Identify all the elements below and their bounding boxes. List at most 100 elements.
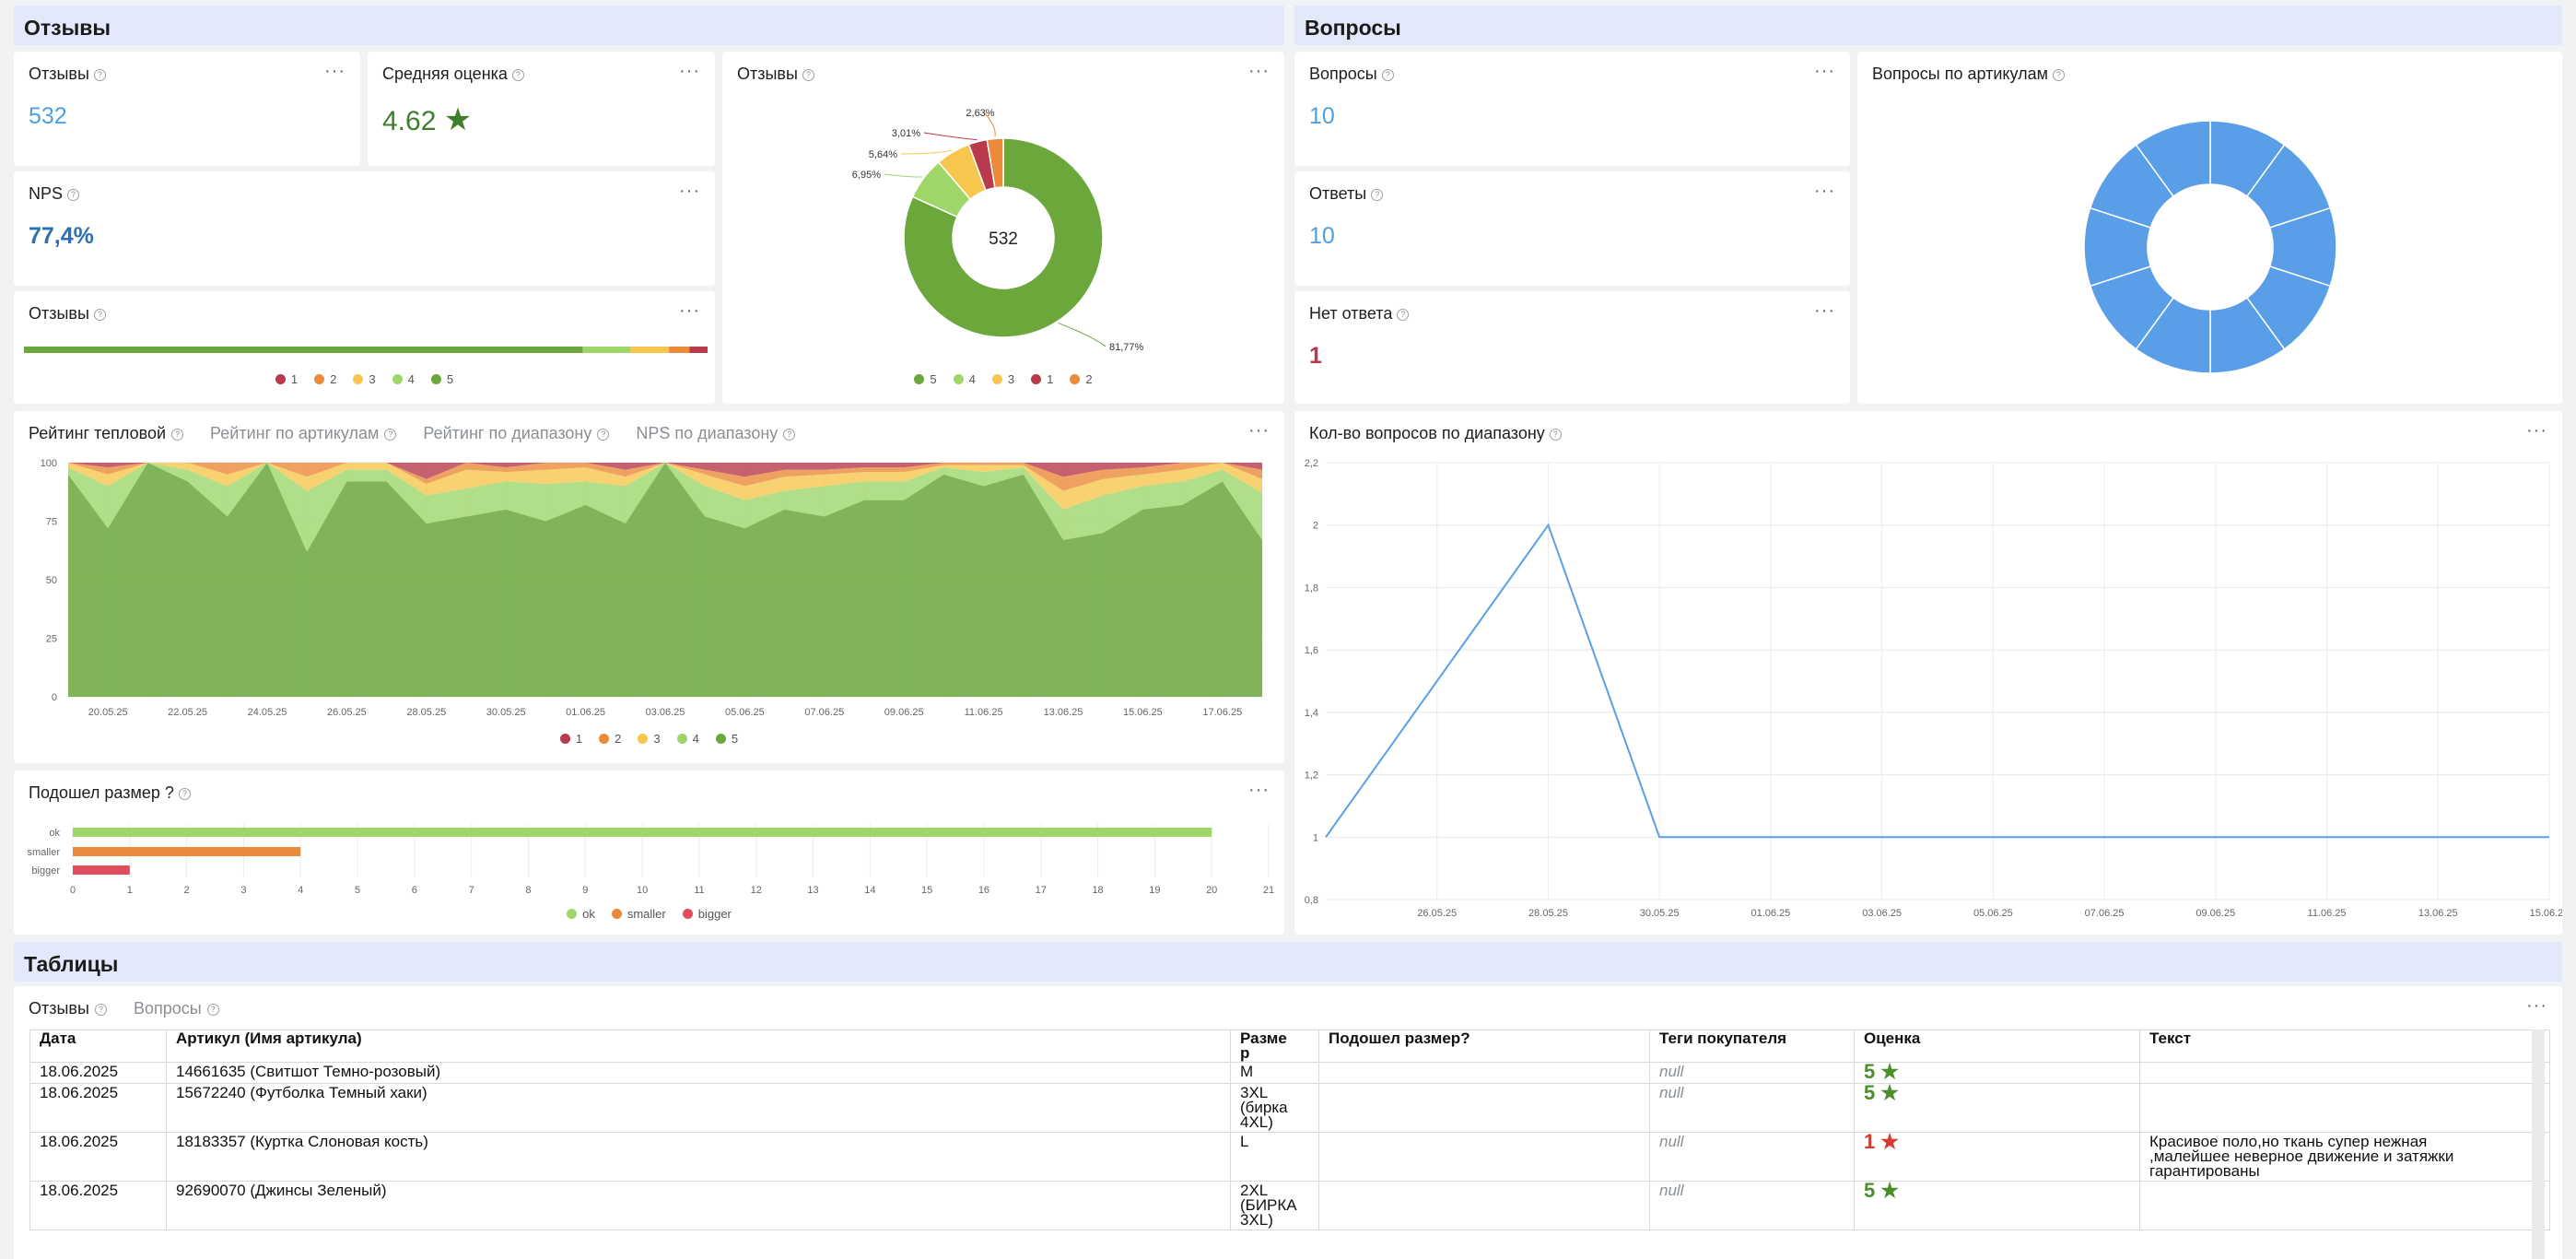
column-header[interactable]: Оценка bbox=[1854, 1030, 2140, 1063]
help-icon[interactable]: ? bbox=[783, 429, 796, 441]
bar-bigger[interactable] bbox=[73, 865, 130, 875]
legend-item[interactable]: ok bbox=[567, 907, 595, 921]
legend-item[interactable]: 5 bbox=[914, 372, 937, 386]
bar-segment-1[interactable] bbox=[689, 347, 708, 353]
area-series-1[interactable] bbox=[68, 463, 1262, 479]
column-header[interactable]: Артикул (Имя артикула) bbox=[166, 1030, 1231, 1063]
table-scroll[interactable]: Дата Артикул (Имя артикула) Разме р Подошел … bbox=[29, 1030, 2554, 1259]
card-menu-button[interactable]: ··· bbox=[2526, 420, 2547, 441]
legend-item[interactable]: 1 bbox=[275, 372, 298, 386]
legend-item[interactable]: 5 bbox=[430, 372, 453, 386]
area-series-2[interactable] bbox=[68, 463, 1262, 491]
card-menu-button[interactable]: ··· bbox=[679, 181, 700, 201]
kpi-value-avg-rating: 4.62 bbox=[382, 106, 437, 136]
help-icon[interactable]: ? bbox=[1381, 69, 1394, 81]
card-menu-button[interactable]: ··· bbox=[1814, 181, 1835, 201]
cell-fit bbox=[1318, 1132, 1650, 1182]
help-icon[interactable]: ? bbox=[1549, 429, 1562, 441]
bar-segment-3[interactable] bbox=[630, 347, 670, 353]
tab-table-questions[interactable]: Вопросы bbox=[133, 999, 202, 1018]
x-tick-label: 13.06.25 bbox=[1044, 707, 1083, 718]
x-tick-label: 07.06.25 bbox=[804, 707, 844, 718]
column-header[interactable]: Текст bbox=[2139, 1030, 2550, 1063]
help-icon[interactable]: ? bbox=[2052, 69, 2065, 81]
size-fit-bar-chart: 0 1 2 3 4 5 6 7 8 9 10 11 12 13 14 15 16 17 18 19 20 21oksmal… bbox=[28, 824, 1274, 896]
help-icon[interactable]: ? bbox=[511, 69, 524, 81]
legend-item[interactable]: 4 bbox=[392, 372, 415, 386]
legend-item[interactable]: 2 bbox=[1070, 372, 1093, 386]
help-icon[interactable]: ? bbox=[67, 189, 80, 201]
card-menu-button[interactable]: ··· bbox=[679, 61, 700, 81]
x-tick-label: 6 bbox=[412, 885, 417, 896]
tab-table-reviews[interactable]: Отзывы bbox=[29, 999, 89, 1018]
help-icon[interactable]: ? bbox=[93, 69, 106, 81]
card-menu-button[interactable]: ··· bbox=[1814, 61, 1835, 81]
card-menu-button[interactable]: ··· bbox=[1814, 300, 1835, 321]
help-icon[interactable]: ? bbox=[93, 309, 106, 321]
help-icon[interactable]: ? bbox=[1371, 189, 1384, 201]
table-row[interactable]: 18.06.2025 92690070 (Джинсы Зеленый) 2XL (Б… bbox=[29, 1181, 2550, 1230]
tab-rating-by-article[interactable]: Рейтинг по артикулам bbox=[210, 424, 380, 442]
kpi-value-questions: 10 bbox=[1309, 103, 1335, 129]
area-series-4[interactable] bbox=[68, 463, 1262, 552]
x-tick-label: 4 bbox=[298, 885, 303, 896]
card-menu-button[interactable]: ··· bbox=[1248, 420, 1270, 441]
legend-item[interactable]: 2 bbox=[314, 372, 336, 386]
rating-area-chart: 0 25 50 75 100 20.05.25 22.05.25 24.05.25 26.05.… bbox=[41, 458, 1263, 718]
legend-item[interactable]: smaller bbox=[611, 907, 666, 921]
card-menu-button[interactable]: ··· bbox=[679, 300, 700, 321]
legend-item[interactable]: 4 bbox=[676, 732, 699, 746]
card-menu-button[interactable]: ··· bbox=[1248, 780, 1270, 800]
help-icon[interactable]: ? bbox=[802, 69, 814, 81]
x-tick-label: 8 bbox=[525, 885, 531, 896]
table-row[interactable]: 18.06.2025 18183357 (Куртка Слоновая кост… bbox=[29, 1132, 2550, 1182]
help-icon[interactable]: ? bbox=[384, 429, 397, 441]
legend-item[interactable]: bigger bbox=[682, 907, 732, 921]
legend-item[interactable]: 4 bbox=[953, 372, 976, 386]
bar-segment-4[interactable] bbox=[582, 347, 631, 353]
data-label: 3,01% bbox=[892, 128, 920, 139]
column-header[interactable]: Разме р bbox=[1230, 1030, 1319, 1063]
legend-item[interactable]: 2 bbox=[599, 732, 621, 746]
legend-dot bbox=[275, 374, 286, 384]
legend-item[interactable]: 5 bbox=[715, 732, 738, 746]
legend-item[interactable]: 1 bbox=[559, 732, 582, 746]
kpi-card-questions: Вопросы? ··· 10 bbox=[1294, 52, 1850, 166]
legend-item[interactable]: 3 bbox=[353, 372, 376, 386]
area-series-3[interactable] bbox=[68, 463, 1262, 510]
column-header[interactable]: Дата bbox=[29, 1030, 167, 1063]
bar-ok[interactable] bbox=[73, 828, 1212, 837]
help-icon[interactable]: ? bbox=[171, 429, 184, 441]
column-header[interactable]: Подошел размер? bbox=[1318, 1030, 1650, 1063]
legend-item[interactable]: 3 bbox=[991, 372, 1014, 386]
bar-smaller[interactable] bbox=[73, 847, 301, 856]
legend-label: smaller bbox=[626, 907, 666, 921]
card-menu-button[interactable]: ··· bbox=[324, 61, 345, 81]
help-icon[interactable]: ? bbox=[178, 788, 191, 800]
help-icon[interactable]: ? bbox=[1397, 309, 1410, 321]
donut-slice-2[interactable] bbox=[986, 137, 1004, 189]
tab-nps-by-range[interactable]: NPS по диапазону bbox=[636, 424, 779, 442]
table-row[interactable]: 18.06.2025 15672240 (Футболка Темный хаки… bbox=[29, 1083, 2550, 1133]
label-leader-line bbox=[884, 173, 923, 178]
bar-segment-5[interactable] bbox=[24, 347, 583, 353]
card-menu-button[interactable]: ··· bbox=[1248, 61, 1270, 81]
column-header[interactable]: Теги покупателя bbox=[1649, 1030, 1855, 1063]
vertical-scrollbar[interactable] bbox=[2532, 1030, 2545, 1259]
tab-rating-heat[interactable]: Рейтинг тепловой bbox=[29, 424, 167, 442]
area-series-5[interactable] bbox=[68, 463, 1262, 697]
card-menu-button[interactable]: ··· bbox=[2526, 995, 2547, 1016]
help-icon[interactable]: ? bbox=[597, 429, 610, 441]
legend-item[interactable]: 1 bbox=[1031, 372, 1053, 386]
card-title: Средняя оценка bbox=[382, 65, 508, 83]
table-row[interactable]: 18.06.2025 14661635 (Свитшот Темно-розовы… bbox=[29, 1062, 2550, 1084]
bar-segment-2[interactable] bbox=[669, 347, 690, 353]
legend-item[interactable]: 3 bbox=[638, 732, 661, 746]
donut-slice[interactable] bbox=[2135, 120, 2211, 198]
line-series[interactable] bbox=[1325, 523, 2549, 839]
legend-dot bbox=[430, 374, 441, 384]
help-icon[interactable]: ? bbox=[206, 1004, 219, 1016]
help-icon[interactable]: ? bbox=[94, 1004, 107, 1016]
donut-slice-5[interactable] bbox=[903, 137, 1104, 338]
tab-rating-by-range[interactable]: Рейтинг по диапазону bbox=[423, 424, 592, 442]
